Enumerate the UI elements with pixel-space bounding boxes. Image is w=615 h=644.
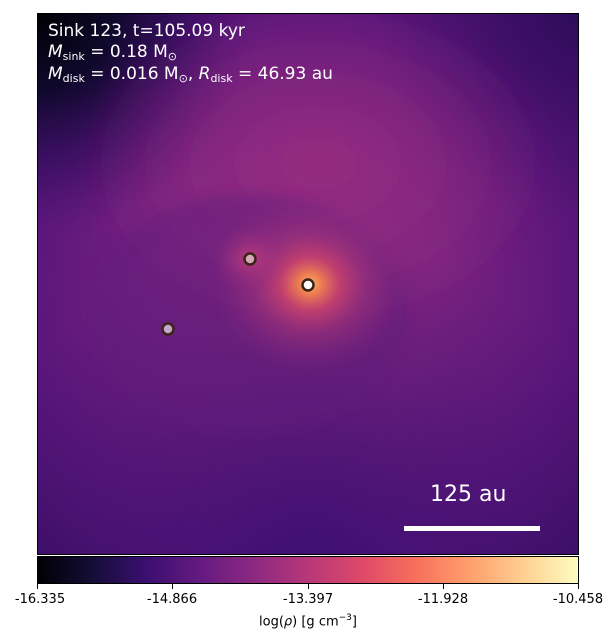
disk-radius-subscript: disk	[210, 72, 233, 85]
colorbar-tick-label: -14.866	[146, 592, 198, 607]
colorbar	[37, 556, 579, 584]
disk-properties-label: Mdisk = 0.016 M⊙, Rdisk = 46.93 au	[48, 64, 333, 89]
colorbar-tick-label: -11.928	[417, 592, 469, 607]
colorbar-label-suffix: ]	[351, 614, 357, 630]
colorbar-tick	[37, 584, 38, 589]
colorbar-tick	[172, 584, 173, 589]
sink-title: Sink 123, t=105.09 kyr	[48, 21, 245, 41]
colorbar-label-sup: −3	[338, 613, 352, 623]
colorbar-tick	[443, 584, 444, 589]
secondary-sink-marker[interactable]	[243, 252, 257, 266]
sink-mass-subscript: sink	[62, 50, 85, 63]
colorbar-tick-label: -10.458	[552, 592, 604, 607]
colorbar-label-symbol: ρ	[283, 614, 293, 630]
density-map	[38, 14, 578, 554]
colorbar-label-prefix: log(	[259, 614, 284, 630]
tertiary-sink-marker[interactable]	[161, 322, 175, 336]
density-map-panel: Sink 123, t=105.09 kyr Msink = 0.18 M⊙ M…	[37, 13, 579, 555]
sink-mass-label: Msink = 0.18 M⊙	[48, 42, 177, 67]
colorbar-tick	[308, 584, 309, 589]
disk-radius-prefix: ,	[187, 64, 199, 84]
disk-mass-unit-subscript: ⊙	[178, 72, 188, 85]
scalebar-line	[404, 526, 540, 531]
sink-mass-symbol: M	[48, 42, 63, 62]
disk-radius-value: = 46.93 au	[232, 64, 333, 84]
colorbar-tick	[578, 584, 579, 589]
sink-markers	[161, 252, 315, 336]
colorbar-tick-label: -16.335	[14, 592, 66, 607]
disk-mass-value: = 0.016 M	[84, 64, 179, 84]
sink-mass-unit-subscript: ⊙	[167, 50, 178, 63]
colorbar-label: log(ρ) [g cm−3]	[259, 613, 357, 629]
scalebar-label: 125 au	[430, 482, 507, 507]
colorbar-label-middle: ) [g cm	[292, 614, 339, 630]
sink-mass-value: = 0.18 M	[84, 42, 168, 62]
primary-sink-marker[interactable]	[301, 278, 315, 292]
colorbar-tick-label: -13.397	[282, 592, 334, 607]
disk-mass-symbol: M	[48, 64, 63, 84]
disk-mass-subscript: disk	[62, 72, 85, 85]
disk-radius-symbol: R	[198, 64, 211, 84]
